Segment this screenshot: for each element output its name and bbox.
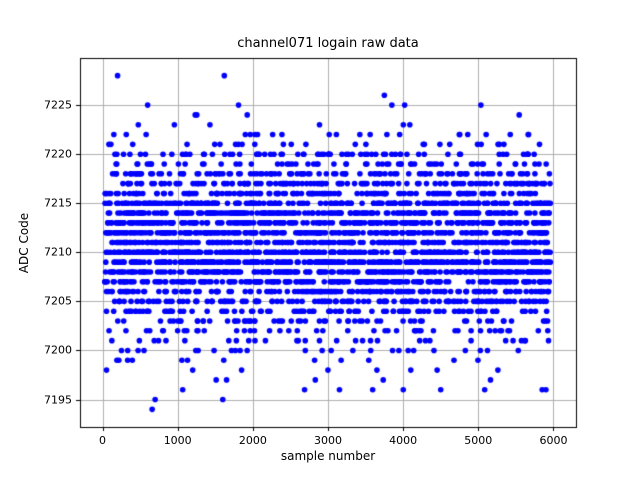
- chart-title: channel071 logain raw data: [237, 36, 419, 51]
- y-tick-label: 7205: [44, 294, 72, 308]
- y-tick-label: 7210: [44, 245, 72, 259]
- y-tick-label: 7195: [44, 393, 72, 407]
- x-tick-label: 1000: [163, 434, 192, 447]
- x-tick-label: 0: [99, 434, 107, 447]
- x-tick-label: 3000: [314, 434, 342, 447]
- x-tick-label: 5000: [464, 434, 493, 447]
- y-axis-label: ADC Code: [17, 212, 31, 274]
- y-tick-label: 7215: [44, 196, 72, 210]
- y-tick-label: 7200: [44, 343, 72, 357]
- x-tick-label: 6000: [539, 434, 568, 447]
- x-axis-label: sample number: [280, 449, 376, 463]
- y-tick-label: 7220: [44, 147, 72, 161]
- x-tick-label: 2000: [238, 434, 267, 447]
- x-tick-label: 4000: [389, 434, 418, 447]
- y-tick-label: 7225: [44, 98, 72, 112]
